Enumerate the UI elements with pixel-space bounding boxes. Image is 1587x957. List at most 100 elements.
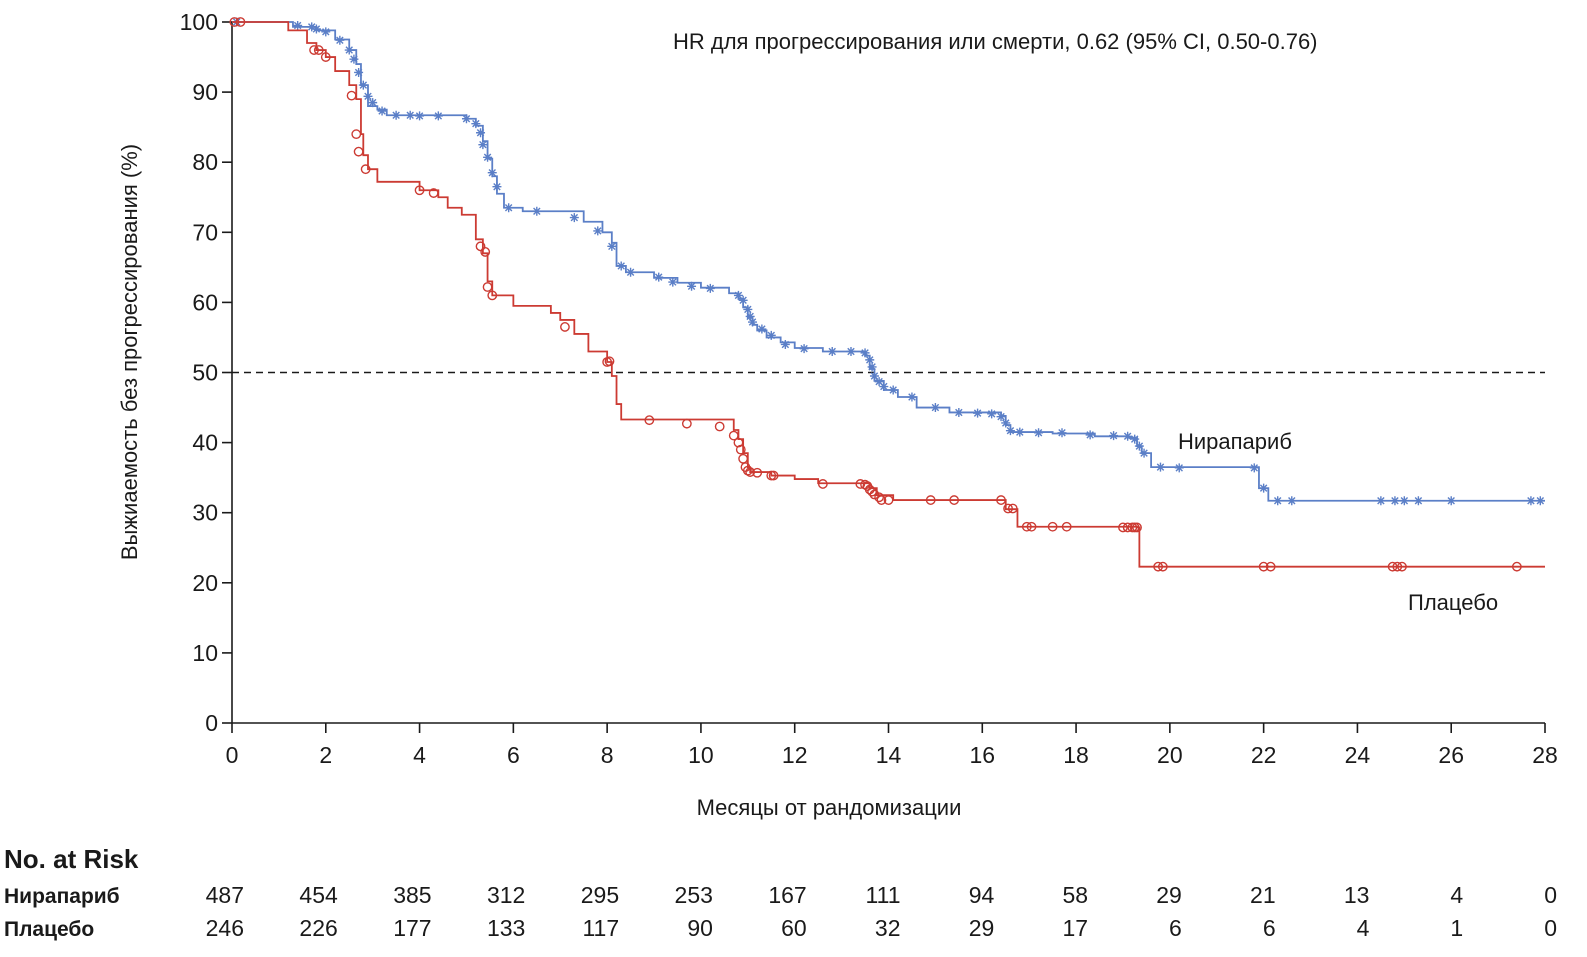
series-placebo [229,17,1545,572]
censor-mark [780,339,790,349]
censor-mark [1109,431,1119,441]
censor-mark [1026,521,1037,532]
y-tick-label: 100 [180,9,218,35]
hazard-ratio-annotation: HR для прогрессирования или смерти, 0.62… [673,29,1318,54]
y-tick-label: 20 [192,570,218,596]
censor-mark [391,110,401,120]
censor-mark [879,382,889,392]
censor-mark [482,282,493,292]
series-niraparib [232,17,1545,506]
risk-value: 60 [781,915,807,941]
censor-mark [480,247,491,257]
censor-mark [745,467,756,477]
censor-mark [733,290,743,300]
x-ticks: 0 2 4 6 8 10 12 14 16 18 20 22 24 26 28 [226,723,1558,768]
censor-mark [752,467,763,478]
censor-mark [996,495,1006,505]
risk-value: 29 [1156,882,1182,908]
censor-mark [930,403,940,413]
censor-mark [1085,430,1095,440]
censor-mark [865,355,875,365]
censor-mark [1397,561,1407,572]
censor-mark [768,470,779,481]
censor-mark [973,408,983,418]
risk-value: 90 [687,915,713,941]
censor-mark [1153,561,1164,572]
censor-mark [1259,483,1269,493]
censor-mark [1287,496,1297,506]
censor-mark [644,415,655,426]
risk-value: 177 [393,915,431,941]
y-tick-label: 30 [192,500,218,526]
censor-mark [687,281,697,291]
censor-mark [1526,496,1536,506]
censor-mark [996,412,1006,422]
y-tick-label: 60 [192,289,218,315]
censor-mark [1005,426,1015,436]
y-tick-label: 80 [192,149,218,175]
censor-mark [311,24,321,34]
censor-mark [1265,561,1276,572]
censor-mark [874,492,885,503]
censor-mark [1413,496,1423,506]
censor-mark [846,346,856,356]
censor-mark [714,421,725,432]
censor-mark [888,385,898,395]
x-tick-label: 16 [969,742,995,768]
risk-value: 13 [1344,882,1370,908]
censor-mark [817,479,828,489]
censor-mark [954,407,964,417]
risk-table-title: No. at Risk [4,844,139,874]
censor-mark [1446,496,1456,506]
censor-mark [1273,496,1283,506]
censor-mark [360,164,371,175]
censor-mark [742,465,753,476]
risk-table: No. at Risk Нирапариб Плацебо 487 454 385 3… [4,844,1557,941]
censor-mark [321,27,331,37]
risk-value: 6 [1169,915,1182,941]
censor-mark [733,437,744,448]
censor-mark [504,203,514,213]
censor-mark [1249,463,1259,473]
censor-mark [1174,463,1184,473]
x-tick-label: 26 [1438,742,1464,768]
x-tick-label: 20 [1157,742,1183,768]
censor-mark [728,430,739,441]
censor-mark [1139,448,1149,458]
risk-value: 21 [1250,882,1276,908]
censor-mark [313,45,324,55]
y-tick-label: 70 [192,219,218,245]
censor-mark [867,486,877,497]
censor-mark [1387,561,1398,572]
censor-mark [949,495,960,505]
censor-mark [1535,496,1545,506]
x-tick-label: 18 [1063,742,1089,768]
censor-mark [1392,561,1403,572]
censor-mark [1123,431,1133,441]
censor-mark [349,54,359,64]
risk-value: 111 [866,882,901,908]
censor-mark [745,311,755,321]
censor-mark [1007,503,1018,514]
censor-mark [738,453,749,464]
risk-row-name-niraparib: Нирапариб [4,885,120,908]
censor-mark [358,80,368,90]
x-tick-label: 2 [319,742,332,768]
censor-mark [363,91,373,101]
censor-mark [602,357,613,367]
censor-mark [860,348,870,358]
risk-value: 487 [206,882,244,908]
censor-mark [799,344,809,354]
censor-mark [532,206,542,216]
risk-value: 454 [299,882,338,908]
censor-mark [1132,522,1142,533]
y-tick-label: 90 [192,79,218,105]
censor-mark [883,495,894,505]
censor-mark [681,418,692,429]
censor-mark [478,140,488,150]
censor-mark [855,479,866,489]
censor-mark [1258,561,1269,572]
risk-value: 4 [1357,915,1370,941]
x-tick-label: 12 [782,742,808,768]
